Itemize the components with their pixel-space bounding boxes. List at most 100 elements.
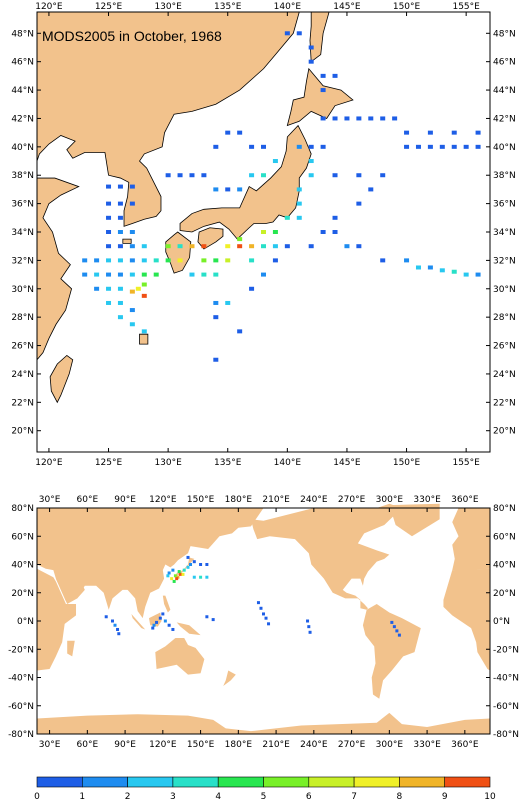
colorbar-label: 9 — [442, 792, 448, 802]
observation-cell — [451, 269, 457, 274]
observation-cell — [439, 268, 445, 273]
observation-cell — [427, 130, 433, 135]
top-lon-label: 270°E — [338, 495, 366, 505]
top-lon-label: 135°E — [214, 2, 242, 12]
observation-cell — [259, 606, 263, 610]
bottom-lon-label: 90°E — [114, 740, 136, 750]
top-lon-label: 130°E — [154, 2, 182, 12]
observation-cell — [261, 144, 266, 149]
bottom-lon-label: 240°E — [300, 740, 328, 750]
left-lat-label: -60°N — [8, 702, 34, 712]
right-lat-label: 48°N — [493, 29, 516, 39]
observation-cell — [111, 619, 114, 623]
top-lon-label: 145°E — [333, 2, 361, 12]
observation-cell — [237, 237, 243, 242]
top-lon-label: 140°E — [274, 2, 302, 12]
left-lat-label: 40°N — [11, 143, 34, 153]
observation-cell — [117, 632, 121, 636]
observation-cell — [308, 144, 314, 149]
observation-cell — [167, 571, 171, 575]
sakhalin-shape — [309, 11, 330, 63]
observation-cell — [332, 116, 338, 121]
australia-shape — [155, 637, 205, 675]
observation-cell — [213, 258, 219, 263]
bottom-lon-label: 155°E — [452, 458, 480, 468]
observation-cell — [186, 565, 190, 569]
left-lat-label: 20°N — [11, 427, 34, 437]
observation-cell — [308, 45, 314, 50]
global-map-land — [37, 503, 490, 734]
observation-cell — [205, 615, 209, 619]
colorbar-label: 8 — [397, 792, 403, 802]
observation-cell — [451, 144, 457, 149]
colorbar-label: 4 — [215, 792, 221, 802]
hokkaido-shape — [286, 67, 354, 127]
observation-cell — [237, 187, 243, 192]
left-lat-label: 30°N — [11, 285, 34, 295]
right-lat-label: 24°N — [493, 370, 516, 380]
colorbar-label: 3 — [170, 792, 176, 802]
observation-cell — [171, 568, 175, 572]
observation-cell — [475, 144, 481, 149]
observation-cell — [117, 230, 123, 234]
global-map-observations — [104, 555, 401, 637]
right-lat-label: 34°N — [493, 228, 516, 238]
observation-cell — [427, 144, 433, 149]
observation-cell — [211, 618, 215, 622]
bottom-lon-label: 30°E — [39, 740, 61, 750]
global-map-ticks: 30°E 30°E 60°E 60°E 90°E 90°E 120°E 120°E 150°E 1… — [8, 495, 519, 750]
colorbar-label: 5 — [261, 792, 267, 802]
bottom-lon-label: 210°E — [262, 740, 290, 750]
observation-cell — [141, 258, 147, 263]
jeju-shape — [122, 238, 132, 244]
observation-cell — [392, 625, 396, 629]
observation-cell — [141, 329, 147, 334]
bottom-lon-label: 60°E — [77, 740, 99, 750]
observation-cell — [117, 184, 123, 189]
europe-shape — [452, 508, 490, 571]
left-lat-label: 24°N — [11, 370, 34, 380]
observation-cell — [113, 623, 117, 627]
top-lon-label: 180°E — [225, 495, 253, 505]
china-coast-shape — [36, 177, 80, 361]
observation-cell — [117, 215, 123, 220]
observation-cell — [129, 289, 135, 294]
colorbar-swatch — [308, 776, 355, 788]
observation-cell — [249, 244, 255, 249]
left-lat-label: 36°N — [11, 200, 34, 210]
right-lat-label: 20°N — [493, 427, 516, 437]
observation-cell — [117, 300, 123, 305]
observation-cell — [172, 579, 176, 583]
bottom-lon-label: 300°E — [376, 740, 404, 750]
observation-cell — [356, 201, 362, 206]
right-lat-label: 80°N — [493, 504, 516, 514]
observation-cell — [106, 244, 112, 249]
observation-cell — [117, 315, 123, 320]
observation-cell — [213, 315, 219, 320]
observation-cell — [205, 575, 209, 579]
observation-cell — [395, 629, 399, 633]
observation-cell — [189, 563, 193, 566]
left-lat-label: -20°N — [8, 645, 34, 655]
colorbar-label: 0 — [34, 792, 40, 802]
observation-cell — [129, 308, 135, 313]
observation-cell — [166, 574, 170, 578]
right-lat-label: -80°N — [493, 730, 519, 740]
taiwan-shape — [49, 354, 74, 404]
colorbar-swatch — [82, 776, 128, 788]
left-lat-label: 32°N — [11, 256, 34, 266]
top-lon-label: 60°E — [77, 495, 99, 505]
west-africa-shape — [443, 568, 490, 671]
observation-cell — [332, 173, 338, 178]
observation-cell — [167, 623, 171, 627]
observation-cell — [165, 244, 171, 249]
observation-cell — [463, 272, 469, 277]
observation-cell — [213, 187, 219, 192]
top-lon-label: 150°E — [393, 2, 421, 12]
observation-cell — [225, 130, 231, 135]
observation-cell — [390, 620, 394, 624]
observation-cell — [151, 626, 155, 630]
right-lat-label: 22°N — [493, 398, 516, 408]
observation-cell — [192, 560, 196, 564]
bottom-lon-label: 150°E — [187, 740, 215, 750]
